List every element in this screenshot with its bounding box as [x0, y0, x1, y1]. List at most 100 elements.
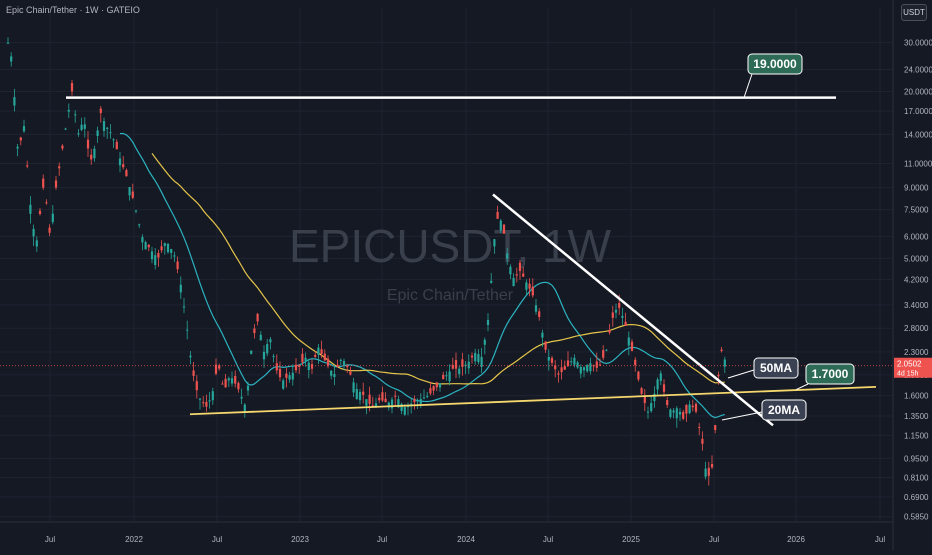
candle-body	[544, 341, 547, 350]
candle-body	[163, 243, 166, 246]
candle-body	[32, 228, 35, 237]
candle-body	[83, 124, 86, 129]
candle-body	[605, 349, 608, 351]
candle-body	[336, 364, 339, 367]
x-tick-label: Jul	[377, 535, 387, 544]
watermark-symbol: EPICUSDT, 1W	[289, 220, 612, 272]
candle-body	[118, 158, 122, 166]
candle-body	[499, 220, 502, 231]
candle-body	[10, 56, 13, 62]
candle-body	[541, 332, 544, 338]
candle-body	[627, 337, 630, 346]
candle-body	[563, 366, 566, 370]
candle-body	[528, 283, 531, 289]
candle-body	[717, 374, 720, 377]
candle-body	[269, 339, 272, 343]
candle-body	[70, 82, 74, 92]
candle-body	[634, 359, 637, 366]
x-tick-label: Jul	[543, 535, 553, 544]
candle-body	[698, 426, 701, 428]
candle-body	[531, 286, 534, 296]
candle-body	[67, 109, 70, 112]
y-tick-label: 0.9500	[904, 454, 929, 463]
x-tick-label: Jul	[45, 535, 55, 544]
candle-body	[221, 383, 224, 385]
y-tick-label: 5.0000	[904, 254, 929, 263]
candle-body	[701, 438, 704, 444]
candle-body	[141, 237, 144, 243]
candle-body	[435, 382, 438, 388]
candle-body	[576, 362, 579, 368]
candle-body	[419, 399, 422, 404]
y-tick-label: 7.5000	[904, 206, 929, 215]
candle-body	[445, 375, 448, 377]
candle-body	[518, 262, 522, 272]
x-tick-label: Jul	[709, 535, 719, 544]
candle-body	[314, 354, 317, 358]
candle-body	[390, 399, 394, 409]
candle-body	[621, 315, 624, 318]
watermark-name: Epic Chain/Tether	[387, 287, 514, 304]
candle-body	[125, 170, 128, 177]
y-tick-label: 1.3500	[904, 412, 929, 421]
x-tick-label: 2026	[787, 535, 805, 544]
candle-body	[326, 358, 330, 366]
candle-body	[352, 382, 355, 393]
candle-body	[618, 303, 621, 308]
label-20ma: 20MA	[761, 399, 807, 421]
candle-body	[387, 402, 390, 408]
candle-body	[317, 347, 320, 355]
candle-body	[259, 334, 262, 341]
candle-body	[272, 356, 275, 358]
candle-body	[362, 391, 365, 395]
candle-body	[22, 126, 26, 132]
candle-body	[640, 388, 643, 394]
label-19-pointer	[743, 73, 753, 98]
candle-body	[179, 284, 182, 293]
candle-body	[490, 280, 493, 283]
last-price-tag	[894, 357, 932, 378]
candle-body	[381, 392, 384, 401]
candle-body	[429, 388, 432, 394]
candle-body	[595, 361, 598, 368]
label-1-7: 1.7000	[805, 363, 855, 385]
candle-body	[64, 128, 67, 130]
candle-body	[173, 255, 176, 257]
candle-body	[467, 361, 470, 369]
candle-body	[45, 202, 48, 204]
y-tick-label: 4.2000	[904, 275, 929, 284]
candle-body	[570, 361, 573, 363]
candle-body	[330, 370, 333, 376]
candle-body	[378, 397, 381, 401]
label-50ma-box	[753, 357, 799, 379]
y-tick-label: 0.5850	[904, 513, 929, 522]
candle-body	[554, 365, 557, 370]
candle-body	[227, 378, 230, 381]
candle-body	[355, 389, 358, 399]
candle-body	[691, 405, 694, 408]
candle-body	[557, 373, 560, 375]
candle-body	[154, 255, 157, 266]
candle-body	[310, 364, 314, 369]
candle-body	[397, 399, 400, 408]
candle-body	[256, 313, 259, 322]
candle-body	[410, 403, 413, 405]
candle-body	[349, 371, 352, 375]
candle-body	[525, 282, 528, 290]
candle-body	[586, 364, 589, 372]
candle-body	[346, 365, 349, 368]
candle-body	[144, 242, 147, 250]
candle-body	[720, 349, 723, 351]
candle-body	[451, 364, 454, 369]
candle-body	[602, 350, 605, 358]
candle-body	[589, 363, 592, 372]
x-tick-label: 2023	[291, 535, 309, 544]
candle-body	[659, 373, 662, 381]
candle-body	[643, 396, 646, 404]
candle-body	[496, 211, 499, 219]
candle-body	[157, 252, 160, 258]
currency-button[interactable]: USDT	[901, 4, 927, 21]
candle-body	[106, 127, 109, 129]
candle-body	[307, 362, 310, 371]
